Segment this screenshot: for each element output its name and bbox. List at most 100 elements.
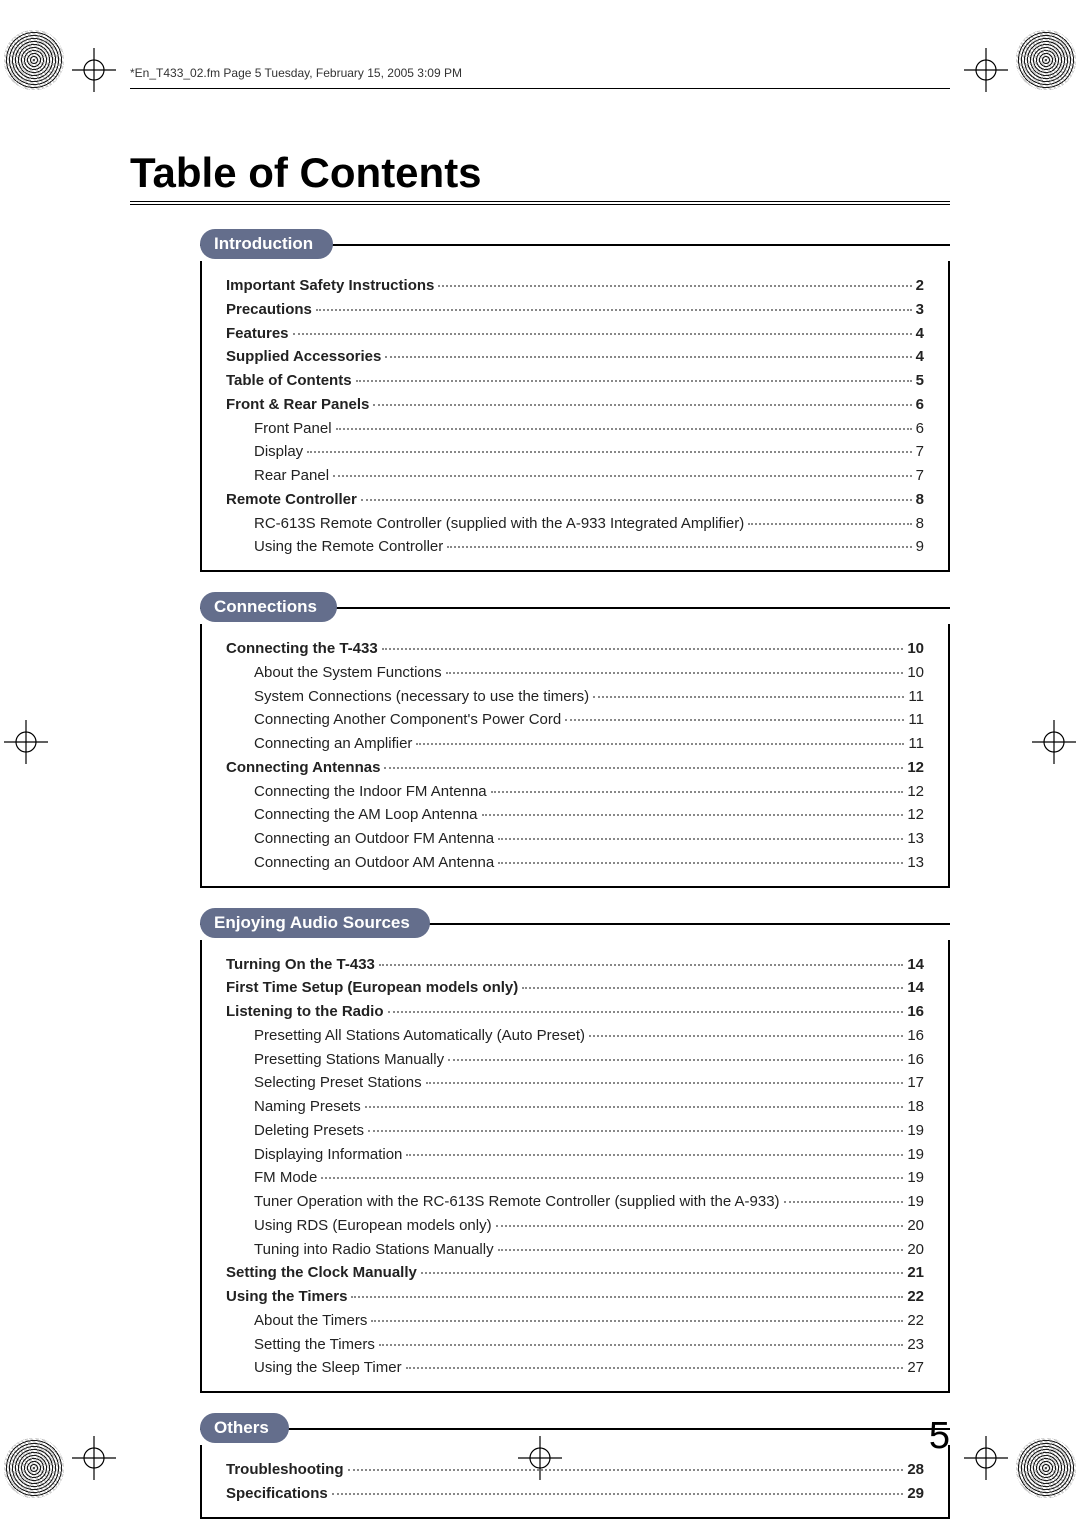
toc-section: ConnectionsConnecting the T-43310About t… bbox=[200, 592, 950, 888]
toc-leader-dots bbox=[522, 987, 903, 989]
toc-entry-page: 14 bbox=[907, 977, 924, 999]
printer-mark-blob bbox=[1016, 30, 1076, 90]
toc-leader-dots bbox=[498, 862, 903, 864]
toc-entry-label: Selecting Preset Stations bbox=[254, 1072, 422, 1094]
toc-entry-label: First Time Setup (European models only) bbox=[226, 977, 518, 999]
toc-entry-label: Supplied Accessories bbox=[226, 346, 381, 368]
toc-entry: Using the Timers22 bbox=[226, 1286, 924, 1308]
toc-entry-label: Naming Presets bbox=[254, 1096, 361, 1118]
toc-entry: Naming Presets 18 bbox=[226, 1096, 924, 1118]
toc-leader-dots bbox=[446, 672, 904, 674]
toc-leader-dots bbox=[384, 767, 903, 769]
toc-section: OthersTroubleshooting28Specifications29 bbox=[200, 1413, 950, 1519]
toc-entry-label: Connecting Another Component's Power Cor… bbox=[254, 709, 561, 731]
toc-entry-label: Using the Sleep Timer bbox=[254, 1357, 402, 1379]
toc-entry-page: 4 bbox=[916, 346, 924, 368]
toc-entry-page: 16 bbox=[907, 1025, 924, 1047]
content-area: *En_T433_02.fm Page 5 Tuesday, February … bbox=[130, 60, 950, 1468]
toc-entry-label: Presetting All Stations Automatically (A… bbox=[254, 1025, 585, 1047]
toc-entry-page: 8 bbox=[916, 489, 924, 511]
toc-leader-dots bbox=[351, 1296, 903, 1298]
toc-entry: Presetting All Stations Automatically (A… bbox=[226, 1025, 924, 1047]
toc-leader-dots bbox=[333, 475, 912, 477]
toc-entry: Front & Rear Panels6 bbox=[226, 394, 924, 416]
toc-entry: Connecting Another Component's Power Cor… bbox=[226, 709, 924, 731]
section-header: Introduction bbox=[200, 229, 950, 259]
toc-entry-page: 17 bbox=[907, 1072, 924, 1094]
toc-leader-dots bbox=[348, 1469, 904, 1471]
toc-entry-page: 10 bbox=[907, 638, 924, 660]
toc-leader-dots bbox=[447, 546, 911, 548]
toc-entry: Display7 bbox=[226, 441, 924, 463]
toc-entry-label: Using RDS (European models only) bbox=[254, 1215, 492, 1237]
toc-entry-label: Front & Rear Panels bbox=[226, 394, 369, 416]
toc-entry-label: Presetting Stations Manually bbox=[254, 1049, 444, 1071]
toc-leader-dots bbox=[316, 309, 912, 311]
toc-entry: Troubleshooting28 bbox=[226, 1459, 924, 1481]
toc-leader-dots bbox=[421, 1272, 903, 1274]
toc-entry-label: Displaying Information bbox=[254, 1144, 402, 1166]
toc-entry-label: Deleting Presets bbox=[254, 1120, 364, 1142]
toc-leader-dots bbox=[332, 1493, 904, 1495]
toc-entry: Connecting an Outdoor FM Antenna13 bbox=[226, 828, 924, 850]
toc-entry: RC-613S Remote Controller (supplied with… bbox=[226, 513, 924, 535]
toc-entry-page: 4 bbox=[916, 323, 924, 345]
toc-entry-page: 20 bbox=[907, 1239, 924, 1261]
toc-entry: System Connections (necessary to use the… bbox=[226, 686, 924, 708]
toc-entry-label: Connecting the Indoor FM Antenna bbox=[254, 781, 487, 803]
toc-entry-page: 12 bbox=[907, 781, 924, 803]
toc-entry-page: 3 bbox=[916, 299, 924, 321]
section-body: Turning On the T-43314First Time Setup (… bbox=[200, 940, 950, 1394]
toc-entry-page: 21 bbox=[907, 1262, 924, 1284]
toc-entry-page: 2 bbox=[916, 275, 924, 297]
section-header: Connections bbox=[200, 592, 950, 622]
toc-entry-label: Important Safety Instructions bbox=[226, 275, 434, 297]
toc-entry-page: 19 bbox=[907, 1191, 924, 1213]
toc-entry-label: Connecting an Outdoor FM Antenna bbox=[254, 828, 494, 850]
file-header-path: *En_T433_02.fm Page 5 Tuesday, February … bbox=[130, 60, 950, 89]
toc-entry-label: FM Mode bbox=[254, 1167, 317, 1189]
toc-entry-page: 9 bbox=[916, 536, 924, 558]
sections-container: Introduction Important Safety Instruction… bbox=[130, 229, 950, 1519]
toc-entry: Connecting the Indoor FM Antenna 12 bbox=[226, 781, 924, 803]
toc-entry-page: 16 bbox=[907, 1001, 924, 1023]
toc-section: Introduction Important Safety Instruction… bbox=[200, 229, 950, 572]
toc-entry: Using RDS (European models only) 20 bbox=[226, 1215, 924, 1237]
toc-entry-page: 18 bbox=[907, 1096, 924, 1118]
page-title: Table of Contents bbox=[130, 149, 950, 197]
toc-entry-label: RC-613S Remote Controller (supplied with… bbox=[254, 513, 744, 535]
toc-entry: Setting the Clock Manually 21 bbox=[226, 1262, 924, 1284]
toc-entry-label: Front Panel bbox=[254, 418, 332, 440]
toc-entry: Connecting the AM Loop Antenna12 bbox=[226, 804, 924, 826]
toc-entry: Tuning into Radio Stations Manually20 bbox=[226, 1239, 924, 1261]
toc-entry: Listening to the Radio 16 bbox=[226, 1001, 924, 1023]
printer-mark-blob bbox=[4, 1438, 64, 1498]
toc-entry-label: Using the Timers bbox=[226, 1286, 347, 1308]
toc-entry-page: 13 bbox=[907, 852, 924, 874]
title-rule bbox=[130, 201, 950, 205]
toc-entry-label: Connecting an Outdoor AM Antenna bbox=[254, 852, 494, 874]
toc-leader-dots bbox=[361, 499, 912, 501]
toc-entry: Turning On the T-43314 bbox=[226, 954, 924, 976]
section-body: Important Safety Instructions2Precaution… bbox=[200, 261, 950, 572]
toc-entry-label: Connecting the T-433 bbox=[226, 638, 378, 660]
toc-entry-label: Connecting Antennas bbox=[226, 757, 380, 779]
registration-mark bbox=[72, 48, 116, 92]
toc-entry-page: 11 bbox=[908, 709, 924, 731]
registration-mark bbox=[1032, 720, 1076, 764]
toc-entry: Front Panel6 bbox=[226, 418, 924, 440]
toc-leader-dots bbox=[498, 838, 903, 840]
toc-entry-page: 12 bbox=[907, 757, 924, 779]
toc-entry-label: Remote Controller bbox=[226, 489, 357, 511]
toc-entry-label: Listening to the Radio bbox=[226, 1001, 384, 1023]
toc-entry-label: Setting the Clock Manually bbox=[226, 1262, 417, 1284]
toc-entry-page: 12 bbox=[907, 804, 924, 826]
toc-entry-page: 20 bbox=[907, 1215, 924, 1237]
toc-leader-dots bbox=[426, 1082, 904, 1084]
toc-entry: Supplied Accessories 4 bbox=[226, 346, 924, 368]
toc-leader-dots bbox=[382, 648, 904, 650]
toc-entry-label: Tuner Operation with the RC-613S Remote … bbox=[254, 1191, 780, 1213]
toc-leader-dots bbox=[406, 1154, 903, 1156]
toc-entry-page: 22 bbox=[907, 1310, 924, 1332]
toc-entry-page: 27 bbox=[907, 1357, 924, 1379]
